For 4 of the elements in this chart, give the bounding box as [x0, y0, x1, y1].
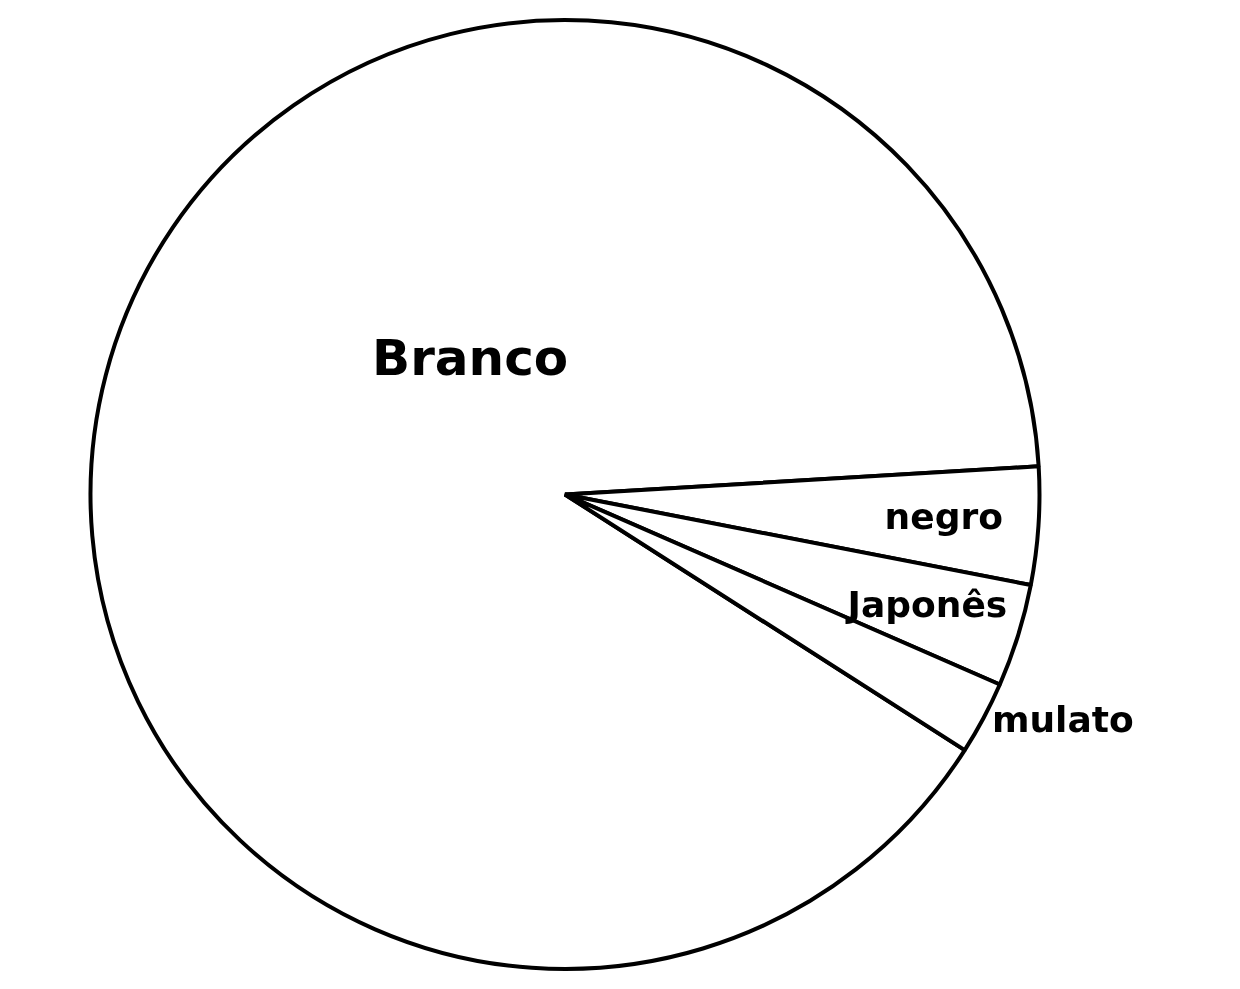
slice-label: Branco [372, 328, 569, 387]
slice-label: Japonês [844, 583, 1008, 625]
slice-label: mulato [991, 698, 1134, 740]
slice-label: negro [884, 496, 1003, 538]
